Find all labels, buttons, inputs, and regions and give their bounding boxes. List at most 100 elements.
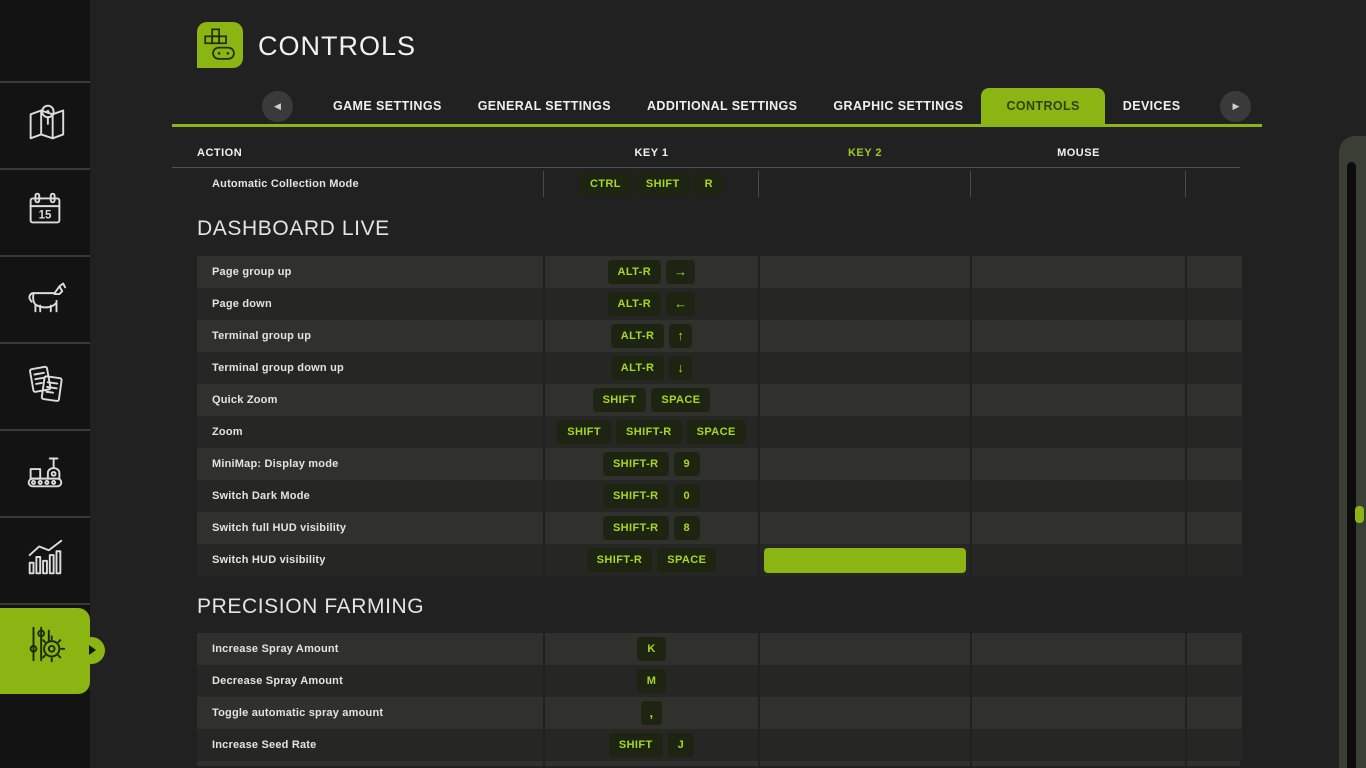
mouse-cell[interactable]: [972, 256, 1185, 288]
key2-cell[interactable]: [758, 168, 970, 200]
key1-cell[interactable]: SHIFT SPACE: [545, 384, 758, 416]
key-binding-badge[interactable]: ↑: [669, 324, 693, 348]
key-binding-badge[interactable]: ,: [641, 701, 662, 725]
tab-additional-settings[interactable]: ADDITIONAL SETTINGS: [629, 88, 815, 124]
tab-controls[interactable]: CONTROLS: [981, 88, 1105, 124]
extra-cell: [1187, 416, 1242, 448]
key-binding-badge[interactable]: SHIFT: [635, 172, 690, 196]
key2-cell[interactable]: [760, 633, 970, 665]
action-label: Automatic Collection Mode: [212, 178, 359, 190]
key-binding-badge[interactable]: →: [666, 260, 696, 284]
mouse-cell[interactable]: [972, 633, 1185, 665]
active-key-binding-input[interactable]: [764, 547, 966, 573]
scrollbar-slot[interactable]: [1347, 162, 1364, 768]
sidebar-item-animals[interactable]: [0, 255, 90, 342]
key-binding-badge[interactable]: 0: [673, 484, 701, 508]
key-binding-badge[interactable]: ALT-R: [607, 292, 662, 316]
key2-cell[interactable]: [760, 448, 970, 480]
key-binding-badge[interactable]: K: [637, 637, 666, 661]
key1-cell[interactable]: SHIFT-R SPACE: [545, 544, 758, 576]
key2-cell[interactable]: [760, 480, 970, 512]
svg-text:15: 15: [39, 210, 52, 222]
mouse-cell[interactable]: [972, 416, 1185, 448]
key1-cell[interactable]: ALT-R ←: [545, 288, 758, 320]
key2-cell[interactable]: [760, 352, 970, 384]
key1-cell[interactable]: SHIFT SHIFT-R SPACE: [545, 416, 758, 448]
tab-general-settings[interactable]: GENERAL SETTINGS: [460, 88, 629, 124]
mouse-cell[interactable]: [972, 352, 1185, 384]
sidebar-item-settings[interactable]: [0, 603, 90, 690]
key-binding-badge[interactable]: SHIFT-R: [602, 452, 669, 476]
key2-cell[interactable]: [760, 697, 970, 729]
mouse-cell[interactable]: [972, 288, 1185, 320]
mouse-cell[interactable]: [972, 512, 1185, 544]
mouse-cell[interactable]: [972, 320, 1185, 352]
key-binding-badge[interactable]: SHIFT-R: [616, 420, 682, 444]
key2-cell[interactable]: [760, 665, 970, 697]
extra-cell: [1187, 729, 1242, 761]
key1-cell[interactable]: CTRL SHIFT R: [543, 168, 758, 200]
sidebar-item-map[interactable]: [0, 81, 90, 168]
key-binding-badge[interactable]: 9: [673, 452, 701, 476]
key2-cell[interactable]: [760, 384, 970, 416]
key-binding-badge[interactable]: SPACE: [657, 548, 717, 572]
key2-cell[interactable]: [760, 416, 970, 448]
key1-cell[interactable]: SHIFT-R 9: [545, 448, 758, 480]
mouse-cell[interactable]: [972, 384, 1185, 416]
tab-scroll-left-button[interactable]: ◀: [262, 90, 293, 122]
key2-cell[interactable]: [760, 288, 970, 320]
sidebar-item-production[interactable]: [0, 429, 90, 516]
sidebar-separator: [0, 342, 90, 344]
extra-cell: [1187, 665, 1242, 697]
tab-devices[interactable]: DEVICES: [1105, 88, 1199, 124]
sidebar-separator: [0, 168, 90, 170]
key1-cell[interactable]: M: [545, 665, 758, 697]
key1-cell[interactable]: SHIFT-R 8: [545, 512, 758, 544]
mouse-cell[interactable]: [972, 480, 1185, 512]
key-binding-badge[interactable]: R: [694, 172, 724, 196]
tab-game-settings[interactable]: GAME SETTINGS: [315, 88, 460, 124]
key-binding-badge[interactable]: SPACE: [651, 388, 711, 412]
sidebar-item-contracts[interactable]: [0, 342, 90, 429]
key2-cell[interactable]: [760, 320, 970, 352]
key-binding-badge[interactable]: ALT-R: [607, 260, 662, 284]
key-binding-badge[interactable]: J: [667, 733, 695, 757]
key2-cell[interactable]: [760, 729, 970, 761]
key2-cell[interactable]: [760, 256, 970, 288]
key-binding-badge[interactable]: SHIFT-R: [602, 484, 669, 508]
key1-cell[interactable]: ,: [545, 697, 758, 729]
key-binding-badge[interactable]: ←: [666, 292, 696, 316]
key-binding-badge[interactable]: SHIFT: [557, 420, 612, 444]
sidebar-item-statistics[interactable]: [0, 516, 90, 603]
key-binding-badge[interactable]: SHIFT: [608, 733, 663, 757]
key1-cell[interactable]: K: [545, 633, 758, 665]
key1-cell[interactable]: SHIFT J: [545, 729, 758, 761]
key-binding-badge[interactable]: ALT-R: [610, 356, 665, 380]
scrollbar-thumb[interactable]: [1355, 506, 1364, 523]
sidebar-item-calendar[interactable]: 15: [0, 168, 90, 255]
scrollbar-track[interactable]: [1339, 136, 1366, 768]
mouse-cell[interactable]: [970, 168, 1185, 200]
key-binding-badge[interactable]: ↓: [669, 356, 693, 380]
mouse-cell[interactable]: [972, 697, 1185, 729]
key1-cell[interactable]: ALT-R ↓: [545, 352, 758, 384]
mouse-cell[interactable]: [972, 448, 1185, 480]
key1-cell[interactable]: ALT-R →: [545, 256, 758, 288]
tab-graphic-settings[interactable]: GRAPHIC SETTINGS: [815, 88, 981, 124]
key1-cell[interactable]: SHIFT-R 0: [545, 480, 758, 512]
key1-cell[interactable]: ALT-R ↑: [545, 320, 758, 352]
key-binding-badge[interactable]: SPACE: [686, 420, 746, 444]
mouse-cell[interactable]: [972, 665, 1185, 697]
key-binding-badge[interactable]: SHIFT-R: [586, 548, 653, 572]
mouse-cell[interactable]: [972, 729, 1185, 761]
key-binding-badge[interactable]: SHIFT: [592, 388, 647, 412]
key-binding-badge[interactable]: M: [636, 669, 667, 693]
key-binding-badge[interactable]: SHIFT-R: [602, 516, 669, 540]
tab-scroll-right-button[interactable]: ▶: [1220, 90, 1252, 122]
key-binding-badge[interactable]: ALT-R: [610, 324, 665, 348]
mouse-cell[interactable]: [972, 544, 1185, 576]
key2-cell[interactable]: [760, 544, 970, 576]
key2-cell[interactable]: [760, 512, 970, 544]
key-binding-badge[interactable]: 8: [673, 516, 701, 540]
key-binding-badge[interactable]: CTRL: [579, 172, 631, 196]
